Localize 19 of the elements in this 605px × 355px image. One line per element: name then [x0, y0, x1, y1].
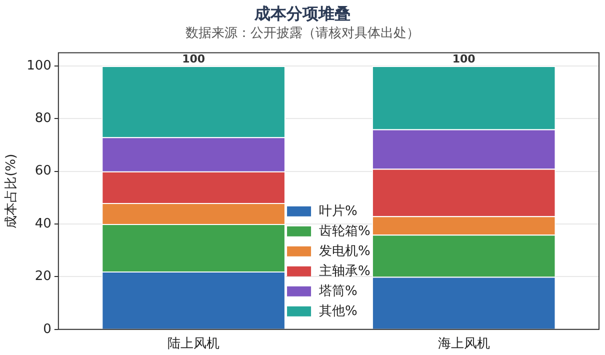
total-label: 100 [182, 52, 206, 66]
y-tick-label: 80 [34, 111, 52, 126]
legend-label: 主轴承% [319, 262, 370, 279]
y-tick-label: 0 [43, 322, 52, 337]
chart-title: 成本分项堆叠 [253, 4, 352, 24]
y-tick-label: 40 [34, 216, 52, 232]
legend-label: 齿轮箱% [319, 224, 370, 239]
total-label: 100 [452, 52, 476, 66]
legend-label: 塔筒% [318, 284, 358, 299]
y-tick-label: 20 [34, 269, 52, 284]
y-axis-title: 成本占比(%) [4, 154, 20, 228]
y-tick-label: 60 [34, 164, 52, 179]
legend-label: 叶片% [319, 204, 358, 219]
chart-subtitle: 数据来源：公开披露（请核对具体出处） [184, 25, 420, 42]
x-tick-label: 陆上风机 [168, 336, 220, 352]
legend-label: 发电机% [319, 244, 370, 259]
y-tick-label: 100 [26, 58, 52, 74]
x-tick-label: 海上风机 [438, 336, 490, 352]
legend-label: 其他% [319, 304, 358, 319]
